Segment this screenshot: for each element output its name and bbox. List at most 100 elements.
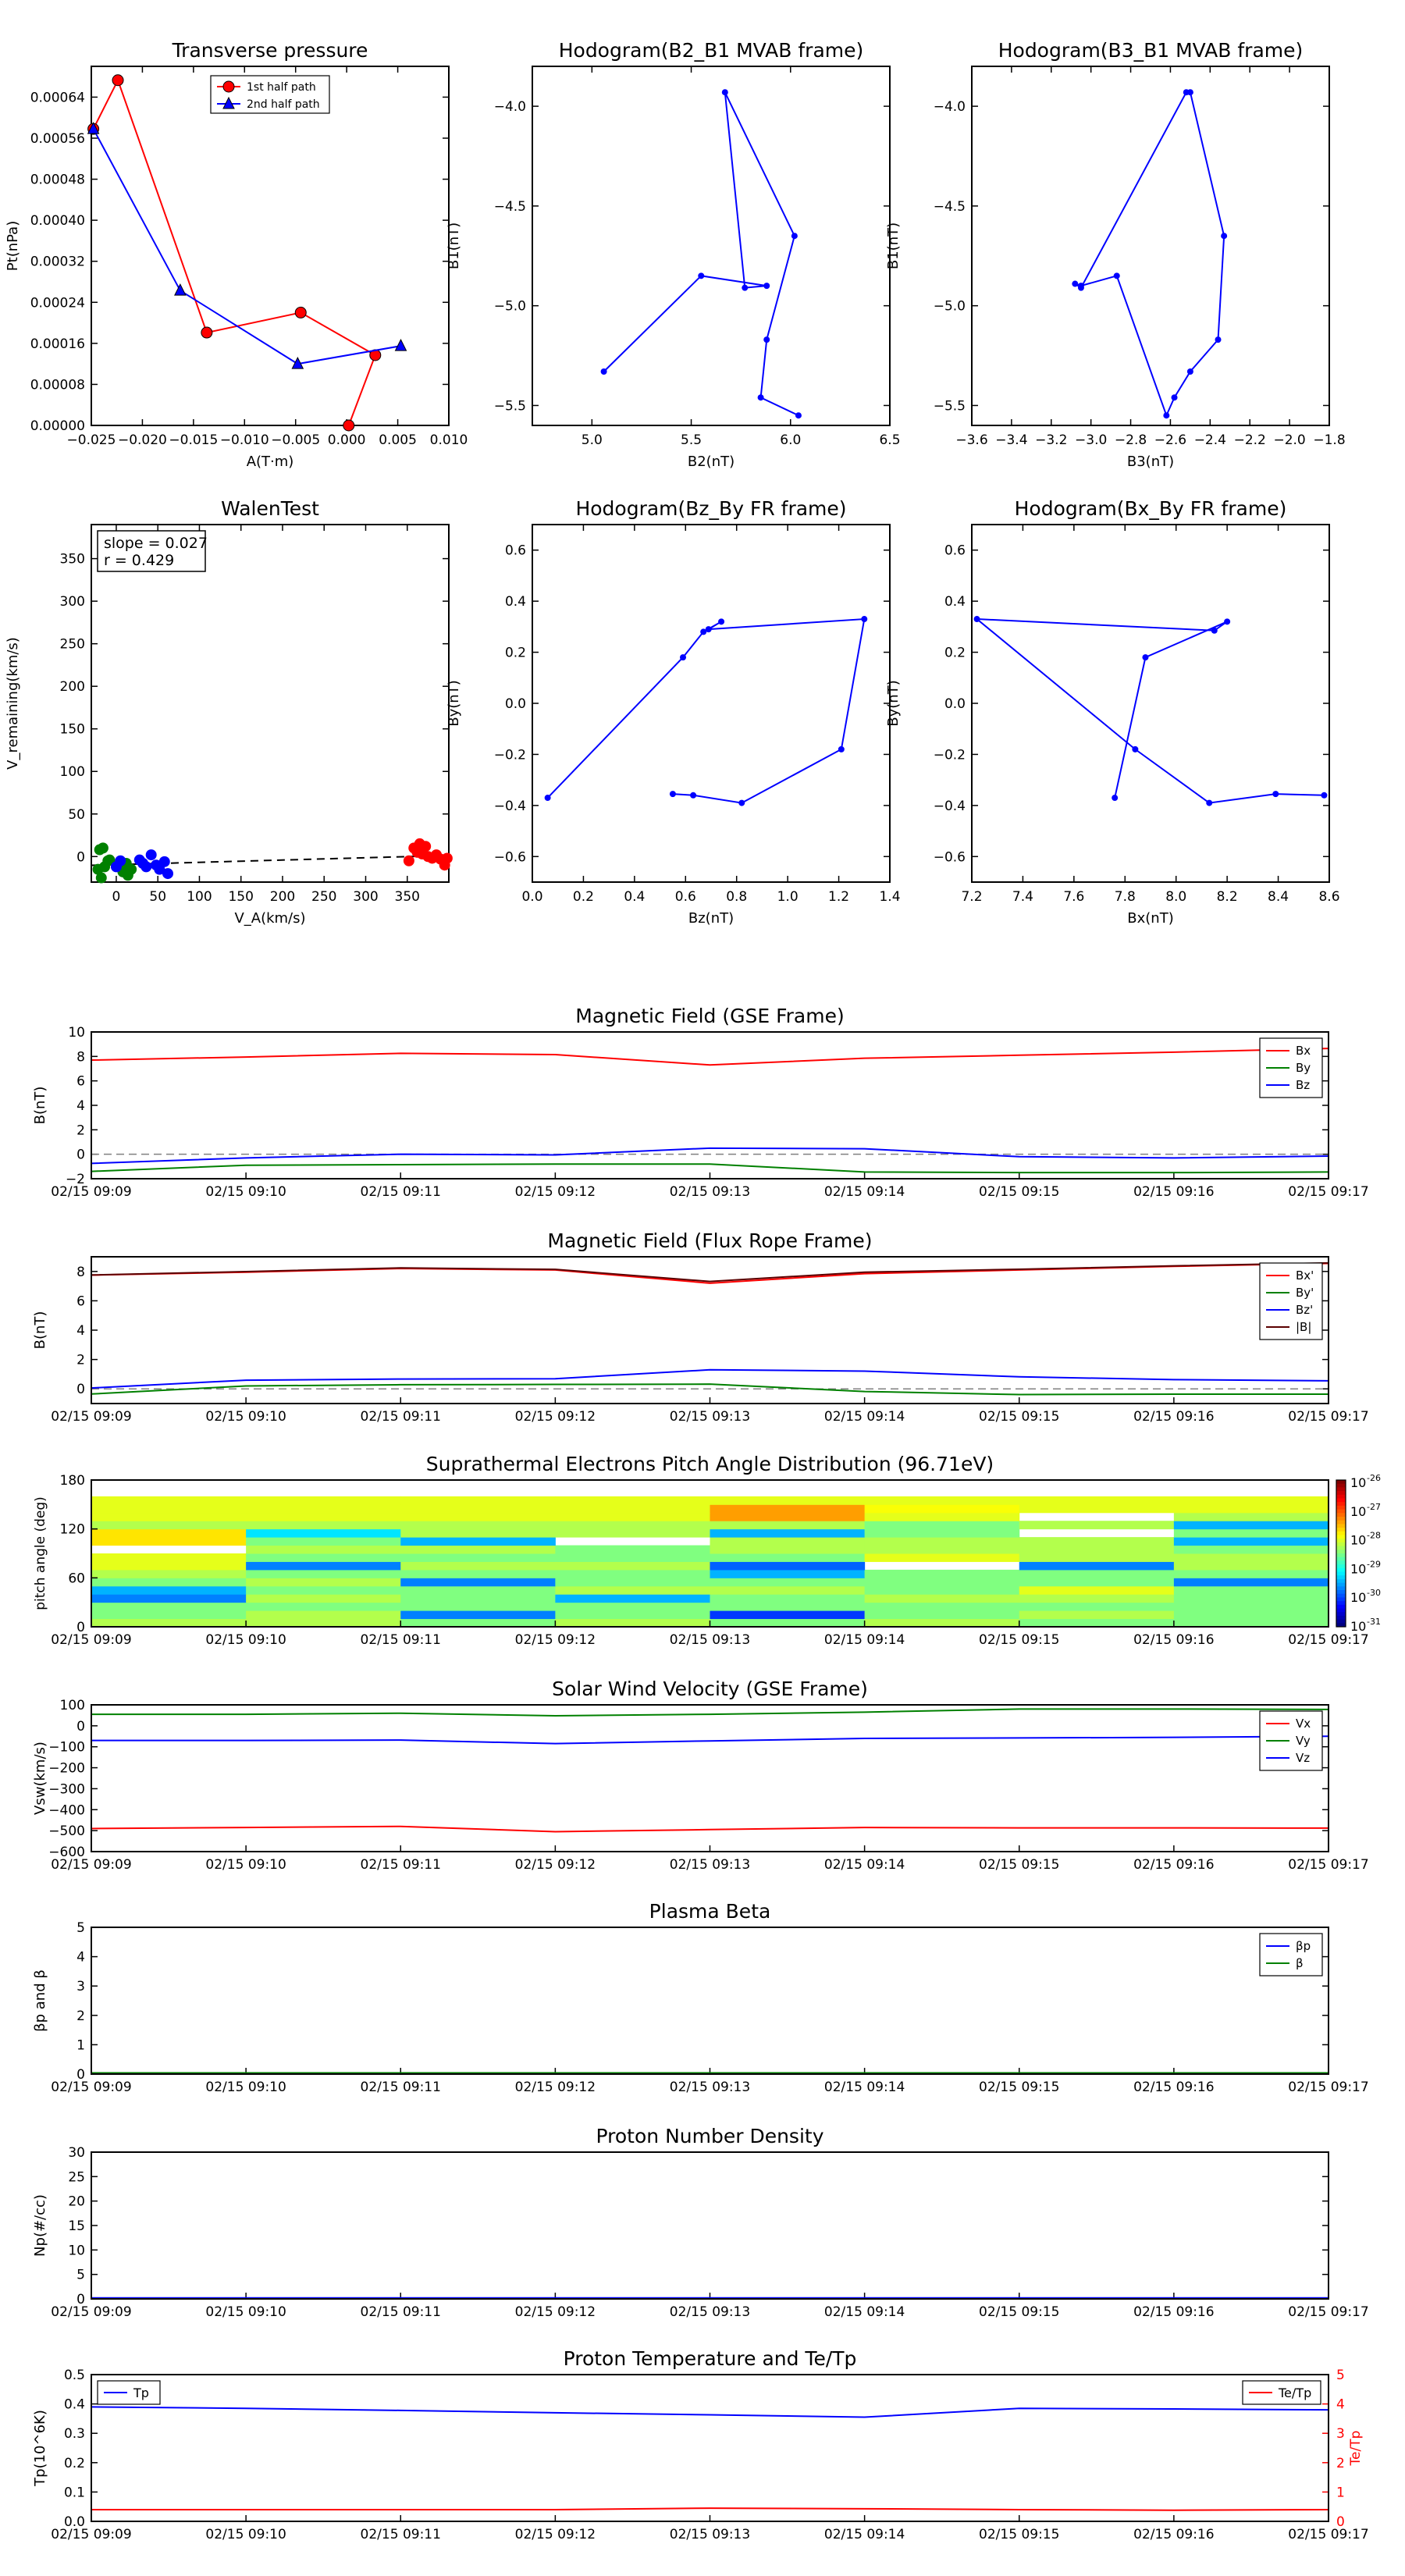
fr_bxby-ytick-label: −0.4 bbox=[934, 799, 966, 814]
pad-ytick-label: 120 bbox=[60, 1522, 85, 1538]
pt-point bbox=[112, 74, 124, 87]
bgse-time-label: 02/15 09:17 bbox=[1288, 1184, 1368, 1200]
pad-colorbar-segment bbox=[1336, 1590, 1346, 1595]
bfr-series-line bbox=[91, 1383, 1329, 1396]
pad-colorbar-segment bbox=[1336, 1539, 1346, 1543]
pad-cell bbox=[246, 1521, 401, 1530]
bgse-ytick-label: 10 bbox=[68, 1025, 85, 1041]
pad-colorbar-segment bbox=[1336, 1505, 1346, 1510]
pad-cell bbox=[91, 1594, 247, 1603]
pad-cell bbox=[400, 1618, 556, 1628]
pad-cell bbox=[91, 1521, 247, 1530]
np-ytick-label: 15 bbox=[68, 2218, 85, 2234]
walen-annotation-box bbox=[97, 530, 206, 572]
pad-time-label: 02/15 09:15 bbox=[979, 1632, 1059, 1648]
pt-xtick-label: −0.015 bbox=[169, 432, 218, 448]
walen-ytick-label: 250 bbox=[60, 637, 85, 653]
bfr-time-label: 02/15 09:09 bbox=[51, 1409, 131, 1425]
pad-cell bbox=[246, 1585, 401, 1595]
tp-legend-right bbox=[1242, 2380, 1321, 2405]
bfr-ylabel: B(nT) bbox=[32, 1311, 48, 1350]
beta-ytick-label: 2 bbox=[76, 2008, 85, 2024]
pad-cell bbox=[864, 1553, 1020, 1562]
hodo21-point bbox=[742, 284, 749, 291]
pad-colorbar-segment bbox=[1336, 1483, 1346, 1488]
pad-cell bbox=[1173, 1496, 1329, 1505]
hodo31-xtick-label: −2.0 bbox=[1273, 432, 1305, 448]
bfr-time-label: 02/15 09:14 bbox=[824, 1409, 905, 1425]
pad-cell bbox=[400, 1521, 556, 1530]
hodo31-xtick-label: −2.2 bbox=[1234, 432, 1266, 448]
np-ytick-label: 30 bbox=[68, 2145, 85, 2161]
tp-time-label: 02/15 09:16 bbox=[1133, 2527, 1214, 2542]
walen-point bbox=[441, 852, 453, 864]
tp-ytick2-label: 5 bbox=[1336, 2368, 1345, 2383]
vsw-series-line bbox=[91, 1735, 1329, 1745]
pt-legend-label: 2nd half path bbox=[247, 98, 320, 111]
pad-cell bbox=[246, 1602, 401, 1611]
pad-cell bbox=[1173, 1521, 1329, 1530]
hodo21-point bbox=[600, 368, 607, 375]
beta-legend-label: βp bbox=[1296, 1939, 1311, 1953]
vsw-time-label: 02/15 09:10 bbox=[205, 1857, 286, 1873]
hodo31-point bbox=[1186, 368, 1193, 375]
vsw-ytick-label: −600 bbox=[48, 1845, 85, 1860]
pad-cell bbox=[710, 1561, 866, 1571]
bfr-series-line bbox=[91, 1368, 1329, 1389]
walen-xtick-label: 200 bbox=[270, 889, 295, 905]
pad-cell bbox=[91, 1553, 247, 1562]
bgse-time-label: 02/15 09:15 bbox=[979, 1184, 1059, 1200]
hodo31-xlabel: B3(nT) bbox=[1127, 454, 1174, 470]
beta-ytick-label: 3 bbox=[76, 1979, 85, 1994]
pad-cell bbox=[555, 1496, 710, 1505]
tp-ytick2-label: 4 bbox=[1336, 2397, 1345, 2413]
pad-cell bbox=[710, 1537, 866, 1546]
np-title: Proton Number Density bbox=[596, 2125, 824, 2147]
pad-ytick-label: 180 bbox=[60, 1473, 85, 1489]
np-frame bbox=[91, 2151, 1329, 2300]
pad-cell bbox=[1173, 1578, 1329, 1587]
hodo31-point bbox=[1072, 280, 1079, 287]
pad-colorbar-segment bbox=[1336, 1623, 1346, 1628]
bgse-title: Magnetic Field (GSE Frame) bbox=[575, 1005, 844, 1027]
pt-xtick-label: −0.020 bbox=[118, 432, 167, 448]
pad-cell bbox=[555, 1569, 710, 1578]
hodo31-ytick-label: −4.0 bbox=[934, 99, 966, 115]
beta-ytick-label: 4 bbox=[76, 1950, 85, 1966]
fr_bxby-ytick-label: 0.4 bbox=[944, 594, 966, 610]
pad-cell bbox=[710, 1578, 866, 1587]
bfr-legend-label: By' bbox=[1296, 1286, 1314, 1300]
pad-colorbar-label: 10 bbox=[1350, 1475, 1366, 1490]
pad-cell bbox=[864, 1496, 1020, 1505]
pad-colorbar-segment bbox=[1336, 1615, 1346, 1621]
fr_bxby-frame bbox=[971, 524, 1330, 883]
walen-ytick-label: 100 bbox=[60, 764, 85, 780]
hodo31-point bbox=[1113, 272, 1120, 279]
pad-colorbar-segment bbox=[1336, 1553, 1346, 1558]
fr_bzby-xlabel: Bz(nT) bbox=[688, 910, 734, 927]
vsw-time-label: 02/15 09:15 bbox=[979, 1857, 1059, 1873]
hodo31-title: Hodogram(B3_B1 MVAB frame) bbox=[998, 39, 1304, 62]
pad-frame bbox=[91, 1479, 1329, 1628]
hodo21-ylabel: B1(nT) bbox=[446, 222, 462, 269]
pad-cell bbox=[91, 1585, 247, 1595]
beta-ytick-label: 5 bbox=[76, 1920, 85, 1936]
pt-frame bbox=[91, 66, 450, 426]
pad-cell bbox=[400, 1528, 556, 1538]
hodo31-frame bbox=[971, 66, 1330, 426]
pad-cell bbox=[864, 1585, 1020, 1595]
pad-time-label: 02/15 09:09 bbox=[51, 1632, 131, 1648]
vsw-ytick-label: −300 bbox=[48, 1781, 85, 1797]
beta-time-label: 02/15 09:15 bbox=[979, 2080, 1059, 2095]
bgse-frame bbox=[91, 1031, 1329, 1179]
pad-cell bbox=[400, 1594, 556, 1603]
pad-colorbar-segment bbox=[1336, 1601, 1346, 1606]
pad-colorbar-segment bbox=[1336, 1550, 1346, 1554]
pad-colorbar-segment bbox=[1336, 1487, 1346, 1492]
pad-cell bbox=[246, 1504, 401, 1514]
hodo21-point bbox=[721, 89, 728, 96]
pt-point bbox=[291, 357, 304, 369]
pad-cell bbox=[1019, 1610, 1175, 1620]
beta-ytick-label: 1 bbox=[76, 2037, 85, 2053]
